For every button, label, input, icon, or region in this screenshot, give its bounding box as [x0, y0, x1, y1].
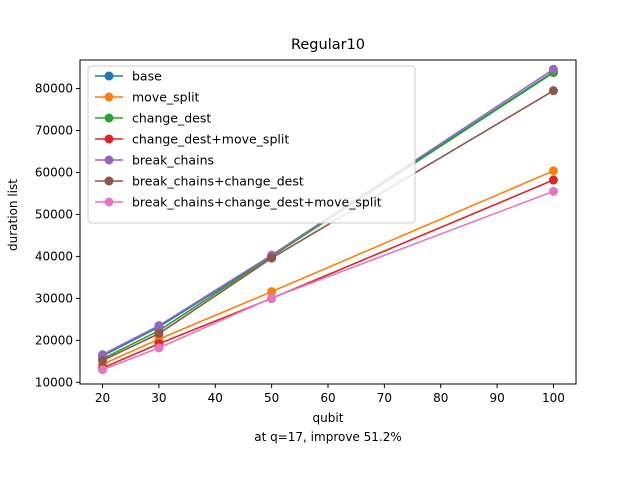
legend-label: change_dest — [132, 111, 211, 126]
legend-marker — [104, 113, 114, 123]
legend-marker — [104, 134, 114, 144]
legend-label: move_split — [132, 90, 200, 105]
x-tick-label: 80 — [433, 391, 448, 405]
legend-box — [87, 65, 416, 224]
y-tick-label: 10000 — [35, 375, 73, 389]
legend-marker — [104, 155, 114, 165]
y-tick-label: 60000 — [35, 165, 73, 179]
x-tick-label: 40 — [208, 391, 223, 405]
legend-item: base — [95, 69, 162, 84]
series-break_chains+change_dest+move_split — [98, 186, 558, 375]
data-point — [154, 329, 164, 339]
y-tick-label: 40000 — [35, 249, 73, 263]
y-axis-label: duration list — [6, 179, 20, 251]
x-tick-label: 50 — [264, 391, 279, 405]
data-point — [548, 86, 558, 96]
legend-label: change_dest+move_split — [132, 132, 289, 147]
x-tick-label: 90 — [489, 391, 504, 405]
y-tick-label: 80000 — [35, 82, 73, 96]
x-tick-label: 70 — [377, 391, 392, 405]
x-axis: 20 30 40 50 60 70 80 90 100 — [95, 384, 565, 405]
legend-label: break_chains+change_dest — [132, 174, 304, 189]
data-point — [98, 355, 108, 365]
legend-item: break_chains+change_dest — [95, 174, 304, 189]
data-point — [548, 64, 558, 74]
legend-label: break_chains — [132, 153, 214, 168]
legend-marker — [104, 176, 114, 186]
chart-title: Regular10 — [291, 37, 365, 53]
legend-item: move_split — [95, 90, 200, 105]
x-tick-label: 60 — [320, 391, 335, 405]
y-tick-label: 20000 — [35, 333, 73, 347]
series-line — [102, 179, 554, 369]
x-tick-label: 100 — [542, 391, 565, 405]
x-tick-label: 30 — [151, 391, 166, 405]
series-line — [102, 170, 554, 366]
x-axis-label: qubit — [313, 411, 344, 425]
legend-item: change_dest — [95, 111, 211, 126]
data-point — [548, 175, 558, 185]
data-point — [267, 253, 277, 263]
axes-frame — [79, 59, 577, 385]
x-axis-note: at q=17, improve 51.2% — [254, 430, 402, 444]
y-tick-label: 30000 — [35, 291, 73, 305]
data-point — [98, 365, 108, 375]
data-point — [548, 186, 558, 196]
data-point — [548, 166, 558, 176]
legend-item: break_chains+change_dest+move_split — [95, 195, 382, 210]
y-tick-label: 50000 — [35, 207, 73, 221]
y-tick-label: 70000 — [35, 124, 73, 138]
legend-marker — [104, 197, 114, 207]
data-point — [267, 287, 277, 297]
legend-label: break_chains+change_dest+move_split — [132, 195, 382, 210]
legend-item: change_dest+move_split — [95, 132, 289, 147]
legend-marker — [104, 92, 114, 102]
data-point — [154, 343, 164, 353]
legend: base move_split change_dest change_dest+mov… — [87, 65, 416, 224]
legend-marker — [104, 71, 114, 81]
data-point — [267, 293, 277, 303]
series-line — [102, 190, 554, 371]
legend-item: break_chains — [95, 153, 214, 168]
data-point — [154, 321, 164, 331]
x-tick-label: 20 — [95, 391, 110, 405]
legend-label: base — [132, 69, 162, 84]
y-axis: 10000 20000 30000 40000 50000 60000 70000 80000 — [35, 82, 80, 389]
